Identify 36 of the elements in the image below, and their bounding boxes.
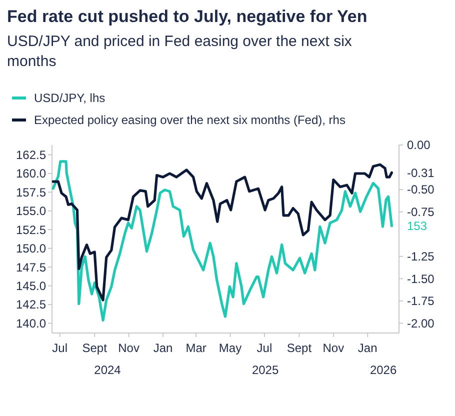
y-tick-label: 140.0 [16, 316, 46, 330]
x-tick-label: Jul [52, 341, 68, 355]
x-tick-label: Jan [358, 341, 378, 355]
y2-tick-label: -1.25 [407, 250, 435, 264]
x-tick-label: Jan [153, 341, 173, 355]
y-tick-label: 157.5 [16, 185, 46, 200]
data-label: -0.31 [407, 166, 435, 180]
y2-tick-label: -2.00 [407, 316, 435, 330]
y2-tick-label: -0.50 [407, 182, 435, 197]
y-tick-label: 142.5 [16, 298, 46, 312]
y-tick-label: 152.5 [16, 222, 46, 237]
x-tick-label: Mar [186, 341, 206, 355]
legend-label: Expected policy easing over the next six months (Fed), rhs [34, 113, 346, 127]
y-tick-label: 150.0 [16, 242, 46, 256]
y-tick-label: 147.5 [16, 260, 46, 274]
text: 2025 [252, 363, 279, 377]
x-tick-label: Nov [118, 341, 140, 355]
x-tick-label: Nov [322, 341, 344, 355]
text: 2026 [370, 363, 397, 377]
chart-title: Fed rate cut pushed to July, negative for Yen [7, 7, 368, 26]
y2-tick-label: -0.75 [407, 205, 435, 220]
x-tick-label: Jul [256, 341, 272, 355]
x-tick-label: Sept [286, 341, 312, 355]
chart-subtitle: USD/JPY and priced in Fed easing over the next six months [7, 33, 352, 70]
y-tick-label: 155.0 [16, 204, 46, 218]
x-tick-label: Sept [82, 341, 108, 355]
y2-tick-label: -1.50 [407, 272, 435, 286]
text: 2024 [94, 363, 122, 377]
y2-tick-label: 0.00 [407, 138, 431, 152]
y-tick-label: 145.0 [16, 279, 46, 294]
x-tick-label: May [218, 341, 242, 355]
legend-label: USD/JPY, lhs [34, 91, 106, 105]
data-label: 153 [407, 219, 428, 234]
y-tick-label: 162.5 [16, 148, 46, 162]
y2-tick-label: -1.75 [407, 294, 435, 308]
y-tick-label: 160.0 [16, 166, 46, 181]
